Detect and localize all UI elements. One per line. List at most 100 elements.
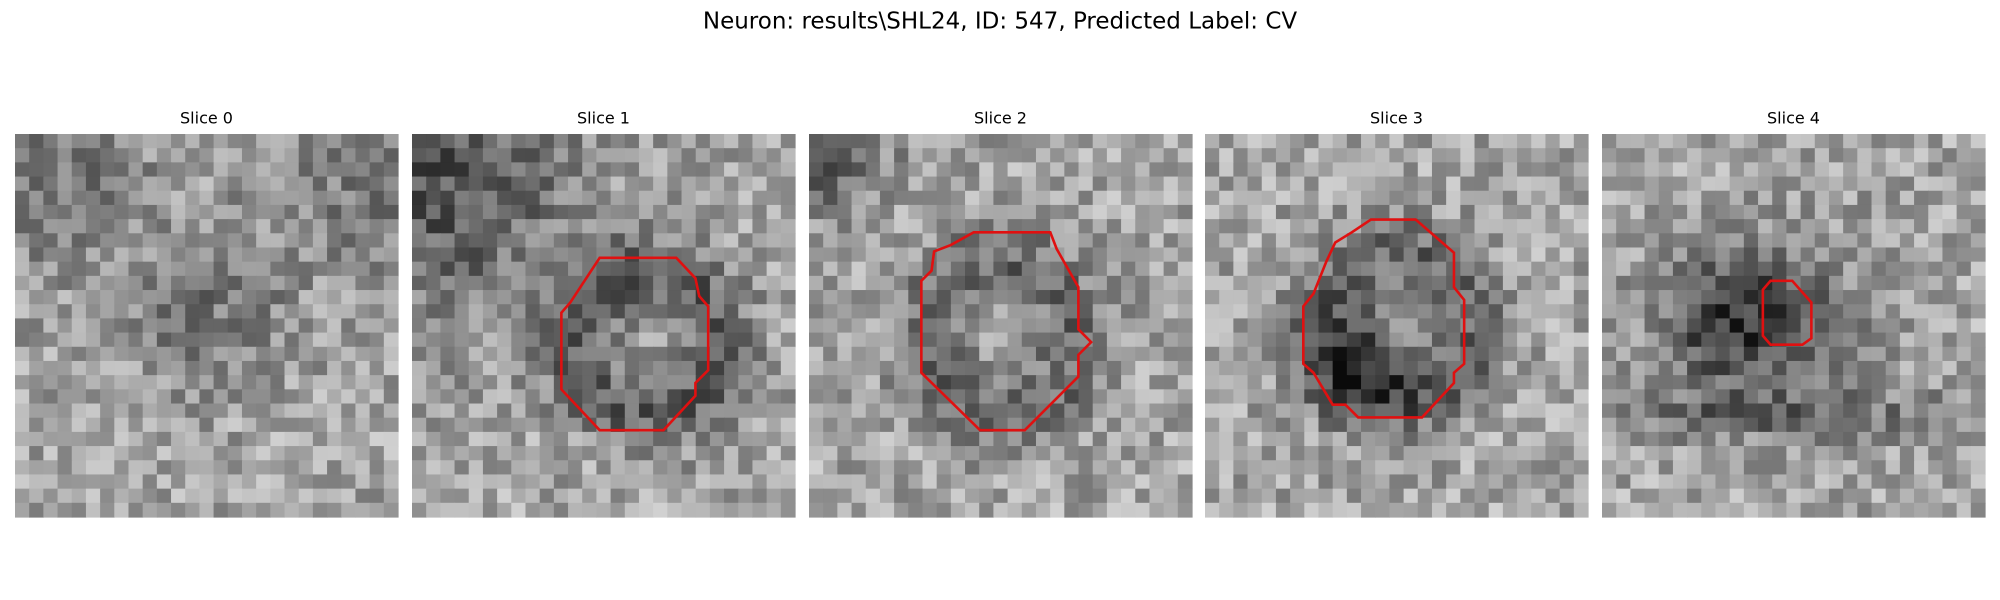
pixel — [1956, 488, 1972, 504]
pixel — [1135, 275, 1151, 291]
pixel — [57, 219, 73, 234]
pixel — [1460, 318, 1476, 334]
pixel — [355, 148, 371, 163]
pixel — [1672, 219, 1688, 234]
pixel — [256, 346, 271, 362]
pixel — [1758, 304, 1773, 320]
pixel — [1517, 275, 1532, 291]
pixel — [879, 446, 895, 461]
pixel — [1828, 190, 1844, 206]
pixel — [114, 488, 130, 504]
pixel — [156, 375, 172, 390]
panel-title: Slice 3 — [1370, 109, 1423, 128]
pixel — [879, 233, 895, 249]
pixel — [142, 474, 158, 490]
pixel — [1035, 304, 1051, 320]
pixel — [653, 403, 668, 419]
pixel — [1205, 290, 1220, 305]
pixel — [1205, 360, 1220, 376]
pixel — [1403, 417, 1419, 433]
pixel — [1828, 318, 1844, 334]
pixel — [1786, 204, 1802, 220]
pixel — [1205, 275, 1220, 291]
pixel — [1559, 403, 1575, 419]
pixel — [1672, 460, 1688, 476]
pixel — [1644, 176, 1660, 192]
pixel — [1715, 233, 1731, 249]
pixel — [256, 134, 271, 149]
pixel — [1135, 389, 1151, 405]
pixel — [1729, 488, 1745, 504]
pixel — [57, 360, 73, 376]
pixel — [922, 148, 938, 163]
pixel — [653, 332, 668, 348]
pixel — [1658, 460, 1674, 476]
pixel — [1814, 162, 1830, 178]
pixel — [1149, 261, 1165, 277]
pixel — [270, 247, 286, 263]
pixel — [1545, 375, 1561, 390]
pixel — [1630, 403, 1646, 419]
pixel — [766, 417, 782, 433]
pixel — [85, 460, 101, 476]
pixel — [412, 162, 427, 178]
pixel — [1729, 290, 1745, 305]
pixel — [1545, 332, 1561, 348]
pixel — [1814, 431, 1830, 447]
pixel — [1417, 488, 1433, 504]
pixel — [1871, 460, 1887, 476]
pixel — [1149, 304, 1165, 320]
pixel — [256, 488, 271, 504]
pixel — [1970, 474, 1986, 490]
pixel — [1545, 134, 1561, 149]
pixel — [1715, 460, 1731, 476]
pixel — [1121, 460, 1136, 476]
pixel — [738, 304, 754, 320]
pixel — [1431, 360, 1447, 376]
pixel — [1559, 389, 1575, 405]
pixel — [681, 290, 697, 305]
pixel — [1205, 261, 1220, 277]
pixel — [298, 346, 314, 362]
pixel — [1658, 219, 1674, 234]
pixel — [950, 389, 966, 405]
pixel — [1772, 375, 1788, 390]
pixel — [1177, 346, 1193, 362]
pixel — [1092, 190, 1108, 206]
pixel — [1177, 318, 1193, 334]
pixel — [1135, 417, 1151, 433]
pixel — [638, 204, 654, 220]
pixel — [1814, 134, 1830, 149]
pixel — [43, 502, 59, 518]
pixel — [766, 446, 782, 461]
pixel — [1956, 346, 1972, 362]
pixel — [1871, 290, 1887, 305]
pixel — [383, 148, 399, 163]
pixel — [1729, 148, 1745, 163]
pixel — [1389, 176, 1405, 192]
pixel — [426, 304, 441, 320]
pixel — [284, 488, 300, 504]
pixel — [312, 502, 328, 518]
pixel — [1247, 502, 1263, 518]
pixel — [525, 190, 541, 206]
pixel — [1007, 417, 1023, 433]
pixel — [156, 502, 172, 518]
pixel — [1928, 304, 1944, 320]
pixel — [539, 233, 555, 249]
pixel — [695, 332, 711, 348]
pixel — [1928, 275, 1944, 291]
pixel — [1035, 488, 1051, 504]
pixel — [823, 389, 838, 405]
pixel — [1149, 446, 1165, 461]
pixel — [1205, 219, 1220, 234]
pixel — [695, 375, 711, 390]
pixel — [298, 304, 314, 320]
pixel — [979, 247, 995, 263]
pixel — [1149, 332, 1165, 348]
pixel — [1121, 360, 1136, 376]
pixel — [426, 332, 441, 348]
pixel — [1715, 346, 1731, 362]
pixel — [724, 261, 739, 277]
pixel — [227, 460, 243, 476]
